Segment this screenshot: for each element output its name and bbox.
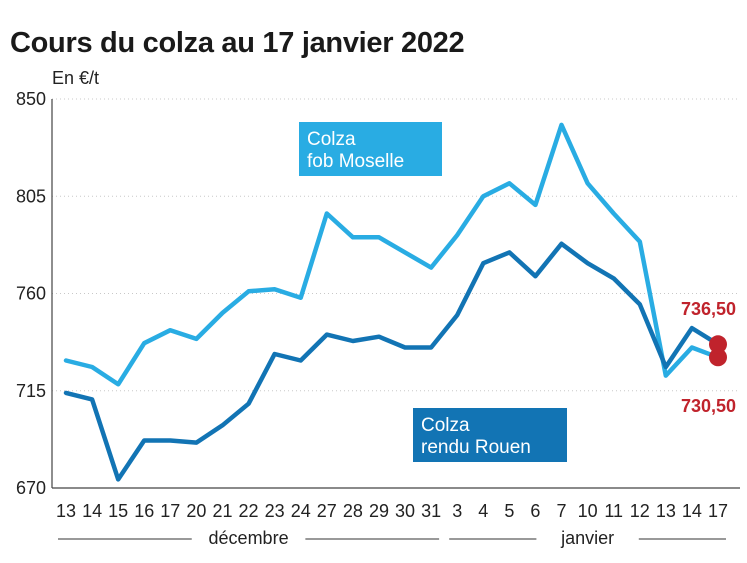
grid — [51, 98, 740, 489]
end-markers — [709, 335, 727, 367]
x-tick-label: 17 — [160, 501, 180, 521]
chart-title: Cours du colza au 17 janvier 2022 — [10, 27, 464, 59]
legend-text-rendu-rouen-1: Colza — [421, 415, 470, 436]
y-axis-ticks: 670 715 760 805 850 — [16, 89, 46, 498]
y-tick-label-850: 850 — [16, 89, 46, 109]
x-tick-label: 15 — [108, 501, 128, 521]
x-tick-label: 20 — [186, 501, 206, 521]
x-tick-label: 23 — [265, 501, 285, 521]
x-tick-label: 7 — [557, 501, 567, 521]
x-tick-label: 5 — [504, 501, 514, 521]
end-value-rendu-rouen: 736,50 — [681, 299, 736, 319]
legend-text-fob-moselle-2: fob Moselle — [307, 151, 404, 172]
x-tick-label: 27 — [317, 501, 337, 521]
x-tick-label: 13 — [656, 501, 676, 521]
x-tick-label: 30 — [395, 501, 415, 521]
series-line-fob-moselle — [63, 122, 721, 387]
legend-text-rendu-rouen-2: rendu Rouen — [421, 437, 531, 458]
x-tick-label: 29 — [369, 501, 389, 521]
legend-label-fob-moselle: Colza fob Moselle — [299, 122, 442, 176]
series-line-rendu-rouen — [63, 241, 721, 482]
x-tick-label: 16 — [134, 501, 154, 521]
y-axis-unit-label: En €/t — [52, 68, 99, 88]
x-tick-label: 24 — [291, 501, 311, 521]
x-tick-label: 11 — [604, 501, 623, 521]
month-label: janvier — [560, 528, 614, 548]
legend-box-rendu-rouen — [413, 408, 567, 462]
end-marker-fob-moselle — [709, 348, 727, 367]
x-axis-ticks: 13 14 15 16 17 20 21 22 23 24 27 28 29 30 31 3 4 5 6 7 10 11 1… — [56, 501, 728, 521]
x-tick-label: 31 — [421, 501, 441, 521]
x-tick-label: 10 — [578, 501, 598, 521]
end-value-fob-moselle: 730,50 — [681, 396, 736, 416]
x-tick-label: 21 — [212, 501, 232, 521]
x-tick-label: 4 — [478, 501, 488, 521]
x-tick-label: 14 — [682, 501, 702, 521]
x-tick-label: 17 — [708, 501, 728, 521]
end-marker-rendu-rouen — [709, 335, 727, 354]
y-tick-label-715: 715 — [16, 381, 46, 401]
x-tick-label: 13 — [56, 501, 76, 521]
legend-box-fob-moselle — [299, 122, 442, 176]
x-tick-label: 3 — [452, 501, 462, 521]
series-lines — [63, 122, 721, 482]
x-tick-label: 6 — [530, 501, 540, 521]
x-tick-label: 12 — [630, 501, 650, 521]
legend-label-rendu-rouen: Colza rendu Rouen — [413, 408, 567, 462]
x-tick-label: 28 — [343, 501, 363, 521]
month-labels: décembre janvier — [58, 528, 726, 548]
legend-text-fob-moselle-1: Colza — [307, 129, 356, 150]
month-label: décembre — [209, 528, 289, 548]
y-tick-label-760: 760 — [16, 284, 46, 304]
x-tick-label: 22 — [239, 501, 259, 521]
y-tick-label-805: 805 — [16, 186, 46, 206]
y-tick-label-670: 670 — [16, 478, 46, 498]
x-tick-label: 14 — [82, 501, 102, 521]
